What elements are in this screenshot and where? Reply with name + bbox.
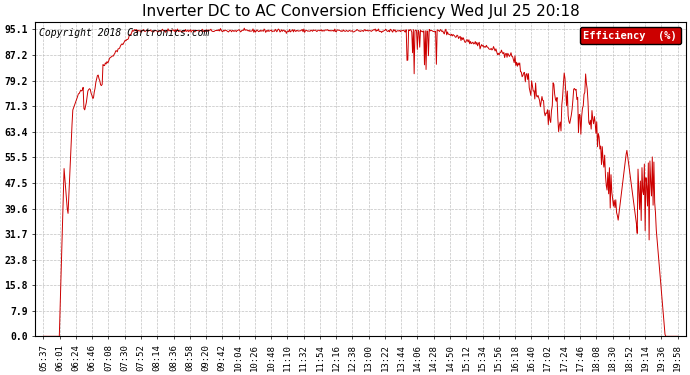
Legend: Efficiency  (%): Efficiency (%) [580, 27, 680, 44]
Title: Inverter DC to AC Conversion Efficiency Wed Jul 25 20:18: Inverter DC to AC Conversion Efficiency … [141, 4, 580, 19]
Text: Copyright 2018 Cartronics.com: Copyright 2018 Cartronics.com [39, 28, 209, 38]
